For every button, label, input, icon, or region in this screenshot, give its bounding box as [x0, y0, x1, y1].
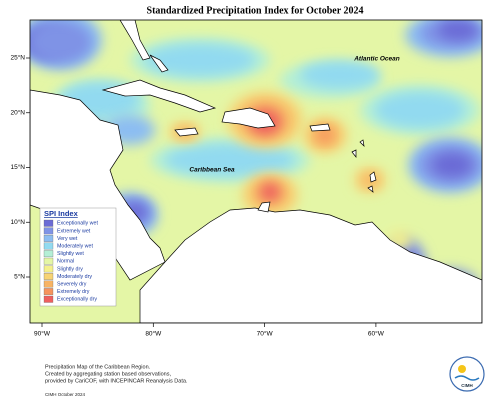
legend-label: Exceptionally wet	[57, 221, 98, 227]
map-frame	[29, 19, 483, 324]
lat-tick-label: 20°N	[10, 108, 25, 116]
legend-swatch	[43, 219, 54, 227]
lat-tick-label: 5°N	[14, 273, 25, 281]
legend-label: Normal	[57, 259, 74, 265]
logo-text: CIMH	[461, 383, 473, 388]
legend-swatch	[43, 288, 54, 296]
footer-line: provided by CariCOF, with INCEPINCAR Rea…	[45, 378, 188, 384]
logo: CIMH	[449, 356, 485, 392]
spi-patch	[432, 153, 472, 177]
legend-label: Very wet	[57, 236, 78, 242]
legend-label: Exceptionally dry	[57, 297, 97, 303]
spi-patch	[165, 144, 295, 176]
lat-tick-label: 10°N	[10, 218, 25, 226]
legend-swatch	[43, 242, 54, 250]
legend-swatch	[43, 295, 54, 303]
legend-swatch	[43, 273, 54, 280]
legend-label: Moderately wet	[57, 244, 93, 250]
footer: Precipitation Map of the Caribbean Regio…	[45, 364, 188, 397]
lon-tick-label: 70°W	[257, 330, 274, 338]
land	[30, 20, 482, 323]
spi-field	[30, 20, 482, 323]
logo-sun	[458, 365, 466, 373]
legend-swatch	[43, 280, 54, 288]
legend-label: Slightly wet	[57, 251, 84, 257]
legend-title: SPI Index	[44, 209, 79, 218]
legend-swatch	[43, 227, 54, 235]
legend-swatch	[43, 235, 54, 242]
spi-patch	[375, 92, 465, 128]
logo-ring	[449, 356, 485, 392]
footer-line: Created by aggregating station based obs…	[45, 371, 171, 377]
footer-credit: CIMH October 2024	[45, 392, 86, 397]
lon-tick-label: 60°W	[368, 330, 385, 338]
map-title: Standardized Precipitation Index for Oct…	[147, 5, 364, 16]
legend-label: Extremely wet	[57, 228, 91, 234]
place-label: Caribbean Sea	[189, 167, 235, 174]
lat-tick-label: 25°N	[10, 54, 25, 62]
legend-label: Extremely dry	[57, 289, 90, 295]
lon-tick-label: 80°W	[145, 330, 162, 338]
spi-patch	[30, 20, 92, 64]
spi-patch	[145, 44, 255, 76]
lon-tick-label: 90°W	[34, 330, 51, 338]
place-label: Atlantic Ocean	[353, 56, 400, 63]
spi-patch	[318, 128, 332, 142]
lat-tick-label: 15°N	[10, 163, 25, 171]
legend-label: Slightly dry	[57, 266, 83, 272]
spi-patch	[438, 20, 478, 40]
legend-swatch	[43, 250, 54, 258]
legend-swatch	[43, 257, 54, 265]
spi-patch	[300, 61, 380, 89]
legend-swatch	[43, 265, 54, 273]
legend-label: Moderately dry	[57, 274, 92, 280]
footer-line: Precipitation Map of the Caribbean Regio…	[45, 364, 151, 370]
spi-patch	[260, 183, 280, 201]
legend-label: Severely dry	[57, 282, 87, 288]
logo-wave	[454, 375, 480, 381]
